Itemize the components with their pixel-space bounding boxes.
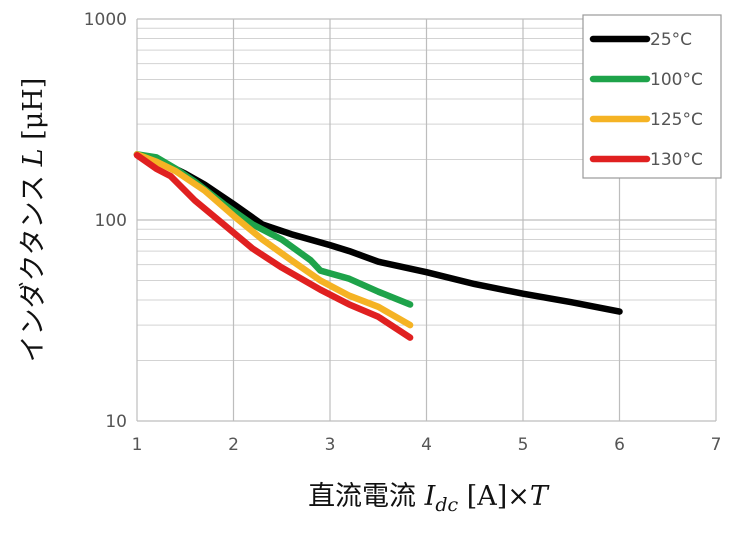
x-tick-label: 4 xyxy=(421,435,432,455)
y-tick-label: 10 xyxy=(105,412,127,432)
y-axis-title-var: L xyxy=(18,148,49,167)
x-axis-title-main: 直流電流 xyxy=(308,481,425,512)
series-line xyxy=(133,151,414,329)
x-tick-label: 3 xyxy=(325,435,336,455)
x-axis-title-tail: [A]× xyxy=(458,481,530,512)
series-lines xyxy=(133,151,623,341)
x-tick-label: 5 xyxy=(518,435,529,455)
legend: 25°C 100°C 125°C 130°C xyxy=(582,14,722,179)
legend-label: 100°C xyxy=(650,70,703,90)
x-tick-label: 2 xyxy=(228,435,239,455)
y-axis-title: インダクタンス L [μH] xyxy=(18,78,49,363)
x-axis-title-sub: dc xyxy=(435,494,458,516)
legend-label: 125°C xyxy=(650,110,703,130)
x-tick-label: 6 xyxy=(614,435,625,455)
x-tick-label: 7 xyxy=(711,435,722,455)
legend-label: 25°C xyxy=(650,30,692,50)
y-axis-title-tail: [μH] xyxy=(18,78,49,149)
series-line xyxy=(133,151,414,341)
legend-items: 25°C 100°C 125°C 130°C xyxy=(589,30,703,170)
tick-labels: 1 2 3 4 5 6 7 10 100 1000 xyxy=(84,10,722,455)
x-axis-title-var: I xyxy=(424,481,437,512)
legend-label: 130°C xyxy=(650,150,703,170)
series-line xyxy=(133,151,623,315)
x-axis-title-var2: T xyxy=(530,481,550,512)
y-tick-label: 1000 xyxy=(84,10,127,30)
y-axis-title-main: インダクタンス xyxy=(18,166,49,362)
x-axis-title: 直流電流 Idc [A]×T xyxy=(308,481,550,516)
y-tick-label: 100 xyxy=(95,211,127,231)
x-tick-label: 1 xyxy=(132,435,143,455)
